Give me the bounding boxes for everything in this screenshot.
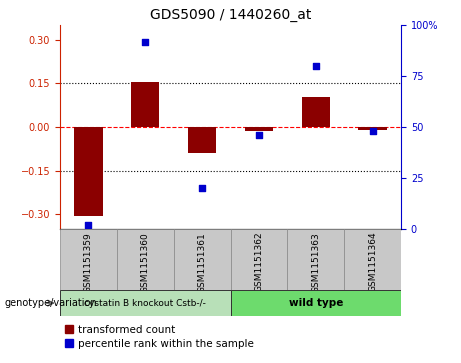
Text: GSM1151363: GSM1151363: [311, 232, 320, 293]
Text: GSM1151362: GSM1151362: [254, 232, 263, 293]
Bar: [358, 127, 387, 130]
Bar: [188, 127, 216, 153]
Point: [142, 39, 149, 45]
Bar: [230, 229, 287, 290]
Bar: [301, 97, 330, 127]
Bar: [230, 290, 401, 316]
Bar: [60, 229, 117, 290]
Text: wild type: wild type: [289, 298, 343, 308]
Bar: [287, 229, 344, 290]
Bar: [74, 127, 102, 216]
Point: [198, 185, 206, 191]
Point: [255, 132, 263, 138]
Bar: [245, 127, 273, 131]
Text: GSM1151364: GSM1151364: [368, 232, 377, 293]
Bar: [60, 290, 230, 316]
Text: GSM1151359: GSM1151359: [84, 232, 93, 293]
Point: [85, 222, 92, 228]
Text: GSM1151361: GSM1151361: [198, 232, 207, 293]
Legend: transformed count, percentile rank within the sample: transformed count, percentile rank withi…: [65, 325, 254, 349]
Text: GSM1151360: GSM1151360: [141, 232, 150, 293]
Point: [312, 63, 319, 69]
Point: [369, 128, 376, 134]
Title: GDS5090 / 1440260_at: GDS5090 / 1440260_at: [150, 8, 311, 22]
Text: cystatin B knockout Cstb-/-: cystatin B knockout Cstb-/-: [84, 299, 206, 307]
Bar: [131, 82, 160, 127]
Text: genotype/variation: genotype/variation: [5, 298, 97, 308]
Bar: [174, 229, 230, 290]
Bar: [344, 229, 401, 290]
Bar: [117, 229, 174, 290]
